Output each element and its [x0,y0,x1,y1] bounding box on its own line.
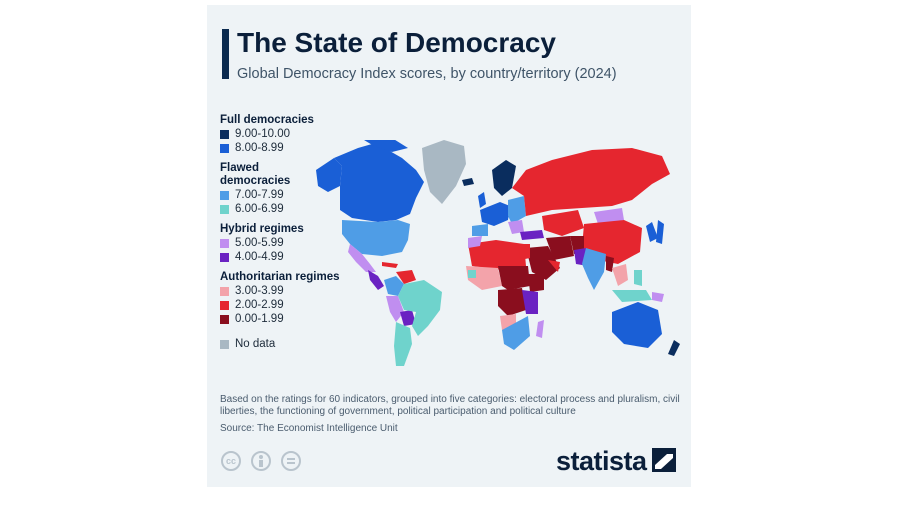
legend-item: 6.00-6.99 [220,203,355,216]
legend-item: 5.00-5.99 [220,237,355,250]
legend-item: 7.00-7.99 [220,189,355,202]
legend-group-flawed: Flawed democracies [220,162,291,187]
legend-item: 2.00-2.99 [220,299,355,312]
map-region-madagascar [536,320,544,338]
legend-range: 9.00-10.00 [235,128,290,140]
map-region-east-africa [522,290,538,314]
map-region-eastern-europe [508,196,526,224]
map-region-japan [656,220,664,244]
map-region-russia [512,148,670,216]
map-region-philippines [634,270,642,286]
statista-logo-icon[interactable] [652,448,676,472]
page-title: The State of Democracy [237,27,556,58]
footnote: Based on the ratings for 60 indicators, … [220,394,680,417]
legend-swatch [220,205,229,214]
map-region-colombia [384,276,404,296]
map-region-egypt [518,244,530,260]
map-region-brazil [398,280,442,336]
map-region-iran [546,236,574,260]
map-region-central-america [368,270,384,290]
legend-item: 9.00-10.00 [220,128,355,141]
map-region-morocco [468,236,482,248]
map-region-greenland [422,140,466,204]
map-region-turkey [520,230,544,240]
map-region-gulf [548,260,560,272]
map-region-usa [342,220,410,256]
map-region-indonesia [612,290,652,302]
map-region-mongolia [594,208,624,224]
map-legend: Full democracies 9.00-10.00 8.00-8.99 Fl… [220,114,355,351]
legend-group-full: Full democracies [220,114,314,126]
map-region-india [582,248,606,290]
map-region-bolivia [400,310,416,326]
map-region-peru [386,296,404,322]
legend-range: 4.00-4.99 [235,251,284,263]
legend-swatch [220,191,229,200]
map-region-cuba [382,262,398,268]
legend-swatch [220,301,229,310]
legend-item: 3.00-3.99 [220,285,355,298]
map-region-western-europe [480,202,510,226]
map-region-sahel [498,266,530,290]
map-region-arabia [526,246,560,280]
legend-range: No data [235,338,276,350]
legend-range: 6.00-6.99 [235,203,284,215]
map-region-kazakhstan [542,210,584,236]
legend-range: 3.00-3.99 [235,285,284,297]
source-note: Source: The Economist Intelligence Unit [220,423,398,434]
map-region-iberia [472,224,488,236]
legend-swatch [220,130,229,139]
map-region-ghana-senegal [468,270,476,278]
legend-item-nodata: No data [220,338,355,351]
legend-swatch [220,144,229,153]
map-region-southeast-asia [612,264,628,286]
world-map [316,140,680,366]
map-region-canada-islands [364,140,408,152]
no-derivatives-glyph [287,458,295,464]
map-region-australia [612,302,662,348]
map-region-balkans [508,220,524,234]
legend-item: 4.00-4.99 [220,251,355,264]
legend-range: 8.00-8.99 [235,142,284,154]
map-region-iceland [462,178,474,186]
map-region-uk [478,192,486,208]
map-region-ethiopia [528,274,544,292]
map-region-southern-cone [394,322,412,366]
map-region-new-zealand [668,340,680,356]
attribution-glyph [259,455,263,467]
legend-group-hybrid: Hybrid regimes [220,223,304,235]
map-region-venezuela [396,270,416,284]
map-region-alaska [316,158,342,192]
legend-item: 8.00-8.99 [220,142,355,155]
map-region-north-africa [468,240,526,270]
page-subtitle: Global Democracy Index scores, by countr… [237,66,617,82]
legend-range: 2.00-2.99 [235,299,284,311]
legend-swatch [220,287,229,296]
map-region-mexico [348,244,376,272]
map-region-scandinavia [492,160,516,196]
legend-range: 7.00-7.99 [235,189,284,201]
map-region-canada [334,144,424,222]
attribution-icon[interactable] [251,451,271,471]
legend-swatch [220,340,229,349]
title-accent-bar [222,29,229,79]
map-region-central-africa [498,288,526,316]
legend-swatch [220,239,229,248]
brand-logo-text[interactable]: statista [556,446,647,476]
cc-icon[interactable]: cc [221,451,241,471]
legend-group-authoritarian: Authoritarian regimes [220,271,340,283]
map-region-southern-africa [502,316,530,350]
map-region-png [652,292,664,302]
legend-swatch [220,253,229,262]
no-derivatives-icon[interactable] [281,451,301,471]
legend-range: 0.00-1.99 [235,313,284,325]
legend-range: 5.00-5.99 [235,237,284,249]
legend-item: 0.00-1.99 [220,313,355,326]
legend-swatch [220,315,229,324]
map-region-korea-japan [646,222,658,242]
